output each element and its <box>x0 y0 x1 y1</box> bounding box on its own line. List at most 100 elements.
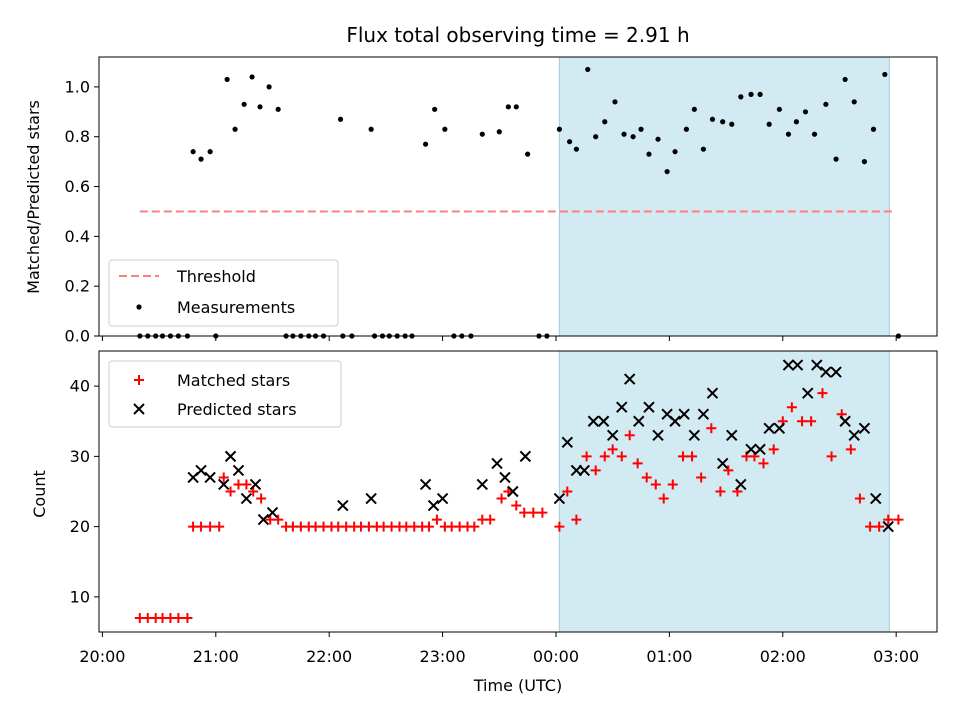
matched-star-point <box>632 458 643 469</box>
measurement-point <box>766 121 772 127</box>
measurement-point <box>802 109 809 115</box>
measurement-point <box>738 94 744 100</box>
predicted-star-point <box>870 492 882 505</box>
legend-measurements-label: Measurements <box>177 298 295 317</box>
measurement-point <box>573 146 579 152</box>
legend-threshold-label: Threshold <box>176 267 256 286</box>
measurement-point <box>776 106 782 112</box>
matched-star-point <box>616 451 627 462</box>
x-tick-label: 21:00 <box>193 647 239 666</box>
matched-star-point <box>786 402 797 413</box>
matched-star-point <box>893 514 904 525</box>
x-tick-label: 20:00 <box>79 647 125 666</box>
x-tick-label: 23:00 <box>420 647 466 666</box>
top-legend-box <box>108 259 339 327</box>
bottom-y-axis-title: Count <box>30 470 49 518</box>
matched-star-point <box>590 465 601 476</box>
matched-star-point <box>554 521 565 532</box>
top-y-axis-title: Matched/Predicted stars <box>24 100 43 294</box>
matched-star-point <box>624 430 635 441</box>
top-y-tick-label: 1.0 <box>65 77 90 96</box>
predicted-star-point <box>820 366 832 378</box>
top-highlight-span <box>558 56 890 337</box>
matched-star-point <box>883 514 894 525</box>
measurement-point <box>683 126 689 132</box>
measurement-point <box>811 131 818 137</box>
top-y-tick-label: 0.0 <box>65 327 90 346</box>
matched-star-point <box>758 458 769 469</box>
predicted-star-point <box>218 478 230 491</box>
matched-star-point <box>423 521 434 532</box>
predicted-star-point <box>678 408 690 420</box>
matched-star-point <box>854 493 865 504</box>
measurement-point <box>198 156 204 162</box>
measurement-point <box>646 151 652 157</box>
bottom-panel: 10 20 30 40 20:00 21:00 22:00 23:00 00:00 01:00 02… <box>70 350 938 666</box>
measurement-point <box>861 159 868 165</box>
measurement-point <box>655 136 661 142</box>
measurement-point <box>621 131 627 137</box>
matched-star-point <box>817 388 828 399</box>
predicted-star-point <box>240 492 253 505</box>
matched-star-point <box>537 507 548 518</box>
predicted-star-point <box>587 415 600 427</box>
measurement-point <box>422 141 429 147</box>
predicted-star-point <box>232 464 245 477</box>
bottom-y-tick-label: 30 <box>70 447 90 466</box>
matched-star-point <box>658 493 669 504</box>
predicted-star-point <box>519 450 532 463</box>
matched-star-point <box>248 486 259 497</box>
matched-star-point <box>599 451 610 462</box>
predicted-star-point <box>726 429 738 442</box>
measurement-point <box>368 126 374 132</box>
measurement-point <box>638 126 644 132</box>
matched-star-point <box>607 444 618 455</box>
chart-title: Flux total observing time = 2.91 h <box>346 23 689 47</box>
x-tick-label: 01:00 <box>646 647 692 666</box>
matched-star-point <box>706 423 717 434</box>
predicted-star-point <box>811 359 823 371</box>
measurement-point <box>842 76 848 83</box>
predicted-star-point <box>763 422 775 434</box>
measurement-point <box>757 91 763 97</box>
measurement-point <box>432 106 438 112</box>
predicted-star-point <box>337 499 349 512</box>
matched-star-point <box>511 500 522 511</box>
matched-star-point <box>581 451 592 462</box>
measurement-point <box>785 131 792 137</box>
predicted-star-point <box>436 492 449 505</box>
x-tick-label: 22:00 <box>306 647 352 666</box>
matched-star-point <box>196 521 207 532</box>
matched-star-point <box>687 451 698 462</box>
predicted-star-point <box>839 415 851 427</box>
top-y-tick-label: 0.2 <box>65 277 90 296</box>
matched-star-point <box>677 451 688 462</box>
bottom-legend-box <box>108 360 342 428</box>
measurement-point <box>207 149 213 155</box>
predicted-star-point <box>706 387 719 399</box>
measurement-point <box>833 156 839 162</box>
measurement-point <box>249 74 255 80</box>
matched-star-point <box>865 521 876 532</box>
matched-star-point <box>182 612 193 623</box>
measurement-point <box>496 129 502 135</box>
predicted-star-point <box>561 436 574 449</box>
predicted-star-point <box>623 373 636 385</box>
predicted-star-point <box>735 478 747 491</box>
top-axes-frame <box>98 56 938 337</box>
matched-star-point <box>256 493 267 504</box>
matched-star-point <box>431 514 442 525</box>
predicted-star-point <box>257 513 270 526</box>
predicted-star-point <box>606 429 619 442</box>
predicted-star-point <box>597 415 610 427</box>
matched-star-point <box>225 486 236 497</box>
matched-star-point <box>273 514 284 525</box>
bottom-y-tick-label: 10 <box>70 587 90 606</box>
measurement-point <box>585 66 591 73</box>
matched-star-point <box>571 514 582 525</box>
legend-predicted-label: Predicted stars <box>177 400 297 419</box>
matched-star-point <box>485 514 496 525</box>
matched-star-point <box>696 472 707 483</box>
matched-star-point <box>519 507 530 518</box>
